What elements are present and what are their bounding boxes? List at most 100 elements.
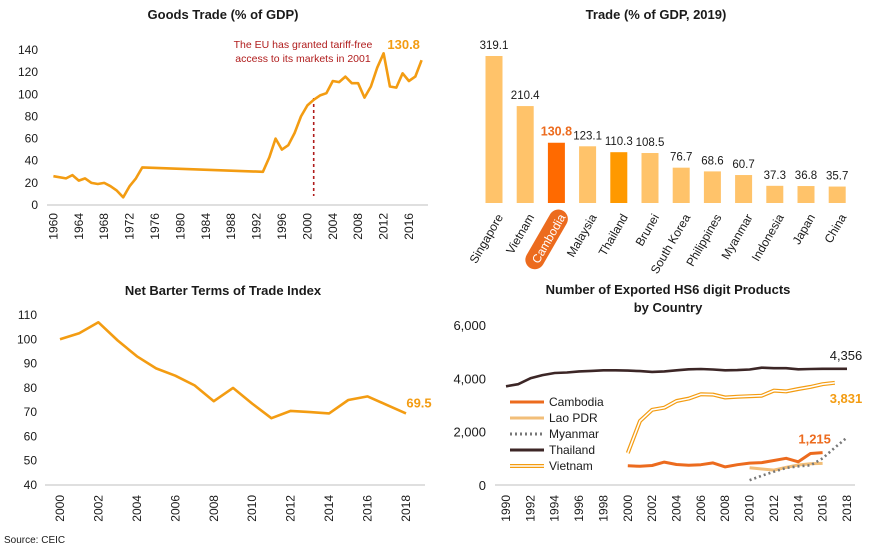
trade-bar-value-label: 76.7	[670, 152, 692, 164]
goods-y-tick: 20	[25, 176, 39, 190]
hs6-x-tick: 2002	[645, 495, 659, 522]
trade-bar-value-label: 130.8	[541, 125, 572, 139]
goods-x-tick: 2016	[402, 213, 416, 240]
goods-trade-chart: The EU has granted tariff-free access to…	[18, 37, 428, 240]
hs6-line-thailand	[505, 366, 847, 388]
trade-bar	[641, 153, 659, 203]
trade-bar	[516, 106, 534, 203]
goods-trade-title: Goods Trade (% of GDP)	[148, 7, 299, 22]
hs6-x-tick: 2016	[816, 495, 830, 522]
barter-terms-chart: 40 50 60 70 80 90 100 110 2000 2002 2004 2006 2008 20…	[17, 308, 432, 522]
barter-x-tick: 2000	[53, 495, 67, 522]
trade-bar	[610, 152, 628, 203]
barter-y-tick: 100	[17, 332, 37, 346]
barter-x-tick: 2010	[245, 495, 259, 522]
trade-bar-value-label: 210.4	[511, 90, 540, 102]
trade-category-label: China	[821, 211, 849, 245]
goods-x-tick: 2000	[300, 213, 314, 240]
legend-label-lao: Lao PDR	[549, 411, 598, 425]
trade-bar-value-label: 60.7	[732, 159, 754, 171]
goods-x-tick: 1988	[224, 213, 238, 240]
barter-y-tick: 110	[18, 308, 37, 322]
goods-y-tick: 80	[25, 109, 39, 123]
hs6-y-tick: 0	[479, 478, 486, 493]
goods-x-tick: 1980	[173, 213, 187, 240]
trade-bar	[735, 175, 753, 203]
hs6-x-tick: 2000	[621, 495, 635, 522]
hs6-legend: Cambodia Lao PDR Myanmar Thailand Vietna…	[510, 395, 604, 473]
goods-y-tick: 120	[18, 65, 38, 79]
barter-x-tick: 2018	[399, 495, 413, 522]
trade-bar	[828, 186, 846, 203]
goods-y-tick: 60	[25, 132, 39, 146]
legend-label-cambodia: Cambodia	[549, 395, 604, 409]
goods-x-tick: 1960	[46, 213, 60, 240]
hs6-x-tick: 1990	[499, 495, 513, 522]
trade-2019-chart: 319.1Singapore210.4Vietnam130.8Cambodia1…	[467, 40, 850, 276]
barter-x-tick: 2002	[91, 495, 105, 522]
eu-annotation-line-1: The EU has granted tariff-free	[234, 39, 373, 51]
trade-category-label: Japan	[790, 212, 818, 247]
barter-x-tick: 2008	[207, 495, 221, 522]
trade-bar	[547, 142, 565, 203]
trade-bar	[579, 146, 597, 203]
barter-y-tick: 70	[24, 405, 38, 419]
goods-y-tick: 140	[18, 43, 38, 57]
trade-bar	[672, 167, 690, 203]
hs6-x-tick: 2008	[718, 495, 732, 522]
trade-category-label: Singapore	[467, 211, 507, 266]
barter-y-tick: 40	[24, 478, 38, 492]
hs6-x-tick: 2004	[670, 495, 684, 522]
hs6-end-label-cambodia: 1,215	[798, 432, 831, 447]
trade-2019-title: Trade (% of GDP, 2019)	[586, 7, 727, 22]
barter-x-tick: 2006	[168, 495, 182, 522]
barter-x-tick: 2014	[322, 495, 336, 522]
hs6-y-tick: 6,000	[453, 318, 486, 333]
hs6-line-myanmar	[749, 436, 848, 482]
hs6-products-subtitle: by Country	[634, 300, 703, 315]
trade-bar-value-label: 123.1	[573, 130, 602, 142]
goods-y-tick: 100	[18, 87, 38, 101]
hs6-x-tick: 1996	[572, 495, 586, 522]
trade-category-label: Thailand	[596, 212, 631, 259]
barter-end-label: 69.5	[406, 395, 431, 410]
legend-label-myanmar: Myanmar	[549, 427, 599, 441]
trade-bar	[766, 185, 784, 203]
goods-x-tick: 1964	[72, 213, 86, 240]
cambodia-highlight-pill	[525, 209, 568, 270]
hs6-x-tick: 1998	[596, 495, 610, 522]
goods-x-tick: 2004	[326, 213, 340, 240]
goods-x-tick: 1968	[97, 213, 111, 240]
legend-label-vietnam: Vietnam	[549, 459, 593, 473]
goods-x-tick: 1972	[123, 213, 137, 240]
hs6-y-tick: 2,000	[453, 425, 486, 440]
trade-bar	[797, 186, 815, 203]
hs6-line-lao-pdr	[749, 461, 823, 472]
trade-category-label: Malaysia	[564, 211, 600, 259]
goods-end-label: 130.8	[387, 37, 420, 52]
hs6-x-tick: 1994	[548, 495, 562, 522]
barter-terms-line	[59, 321, 407, 420]
hs6-x-tick: 2006	[694, 495, 708, 522]
legend-label-thailand: Thailand	[549, 443, 595, 457]
trade-bar-value-label: 37.3	[764, 170, 786, 182]
barter-terms-title: Net Barter Terms of Trade Index	[125, 283, 322, 298]
trade-bar-value-label: 36.8	[795, 170, 817, 182]
goods-x-tick: 1996	[275, 213, 289, 240]
source-note: Source: CEIC	[4, 535, 66, 546]
trade-bar-value-label: 319.1	[480, 40, 509, 52]
hs6-y-tick: 4,000	[453, 371, 486, 386]
goods-trade-line	[53, 52, 423, 199]
trade-bar-value-label: 108.5	[636, 137, 665, 149]
barter-x-tick: 2004	[130, 495, 144, 522]
barter-y-tick: 80	[24, 381, 38, 395]
hs6-products-title: Number of Exported HS6 digit Products	[546, 282, 791, 297]
hs6-x-tick: 1992	[523, 495, 537, 522]
goods-x-tick: 1976	[148, 213, 162, 240]
barter-y-tick: 90	[24, 357, 38, 371]
goods-x-tick: 1984	[199, 213, 213, 240]
hs6-end-label-vietnam: 3,831	[830, 391, 863, 406]
goods-y-tick: 40	[25, 154, 39, 168]
goods-x-tick: 1992	[250, 213, 264, 240]
